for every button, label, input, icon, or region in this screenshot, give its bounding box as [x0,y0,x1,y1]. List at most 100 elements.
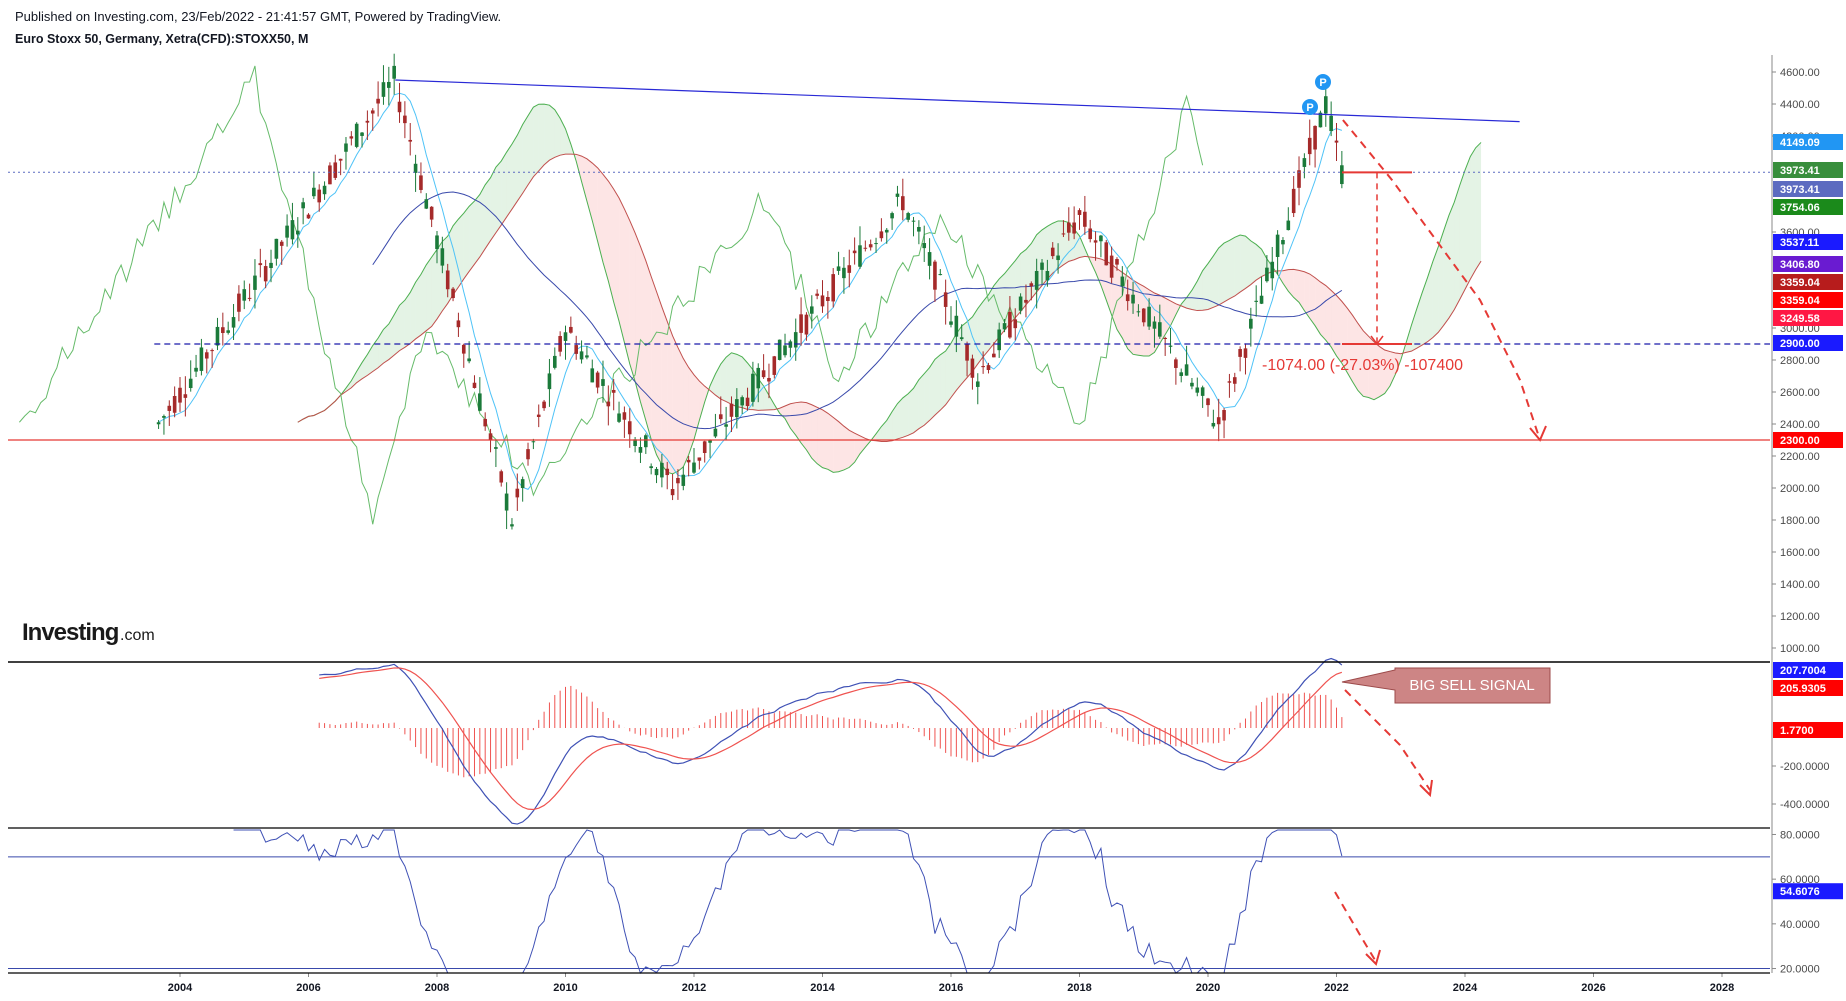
candle-body [221,327,225,334]
candle-body [1270,261,1275,279]
candle-body [295,230,300,235]
cloud-segment [528,107,534,185]
cloud-segment [388,314,395,360]
candle-body [884,229,889,233]
candle-body [365,120,370,123]
cloud-segment [1411,308,1417,352]
candle-body [183,394,188,398]
cloud-span-b [297,153,1482,442]
candle-body [1104,242,1109,266]
cloud-segment [1465,156,1471,290]
cloud-segment [431,249,437,327]
cloud-segment [544,104,550,165]
candle-body [772,356,777,375]
candle-body [178,387,182,403]
candle-body [510,524,514,527]
candle-body [852,250,857,254]
candle-body [804,314,809,335]
cloud-segment [581,156,587,202]
cloud-segment [474,194,480,265]
cloud-segment [983,294,989,357]
cloud-segment [699,381,705,421]
candle-body [258,263,263,266]
candle-body [1072,222,1076,234]
candle-body [601,379,605,386]
candle-body [670,489,675,496]
candle-body [526,449,530,460]
cloud-segment [1197,270,1203,311]
candle-body [1168,345,1173,347]
cloud-segment [656,291,662,465]
macd-badge-label: 205.9305 [1780,683,1826,695]
candle-body [1184,364,1189,376]
sell-signal-callout [1341,667,1551,704]
cloud-segment [1320,281,1326,341]
cloud-segment [1309,274,1316,326]
candle-body [1286,220,1291,231]
cloud-segment [817,407,823,468]
cloud-segment [1127,276,1134,355]
cloud-segment [404,292,411,348]
cloud-segment [469,201,475,272]
candle-body [933,261,937,290]
candle-body [1232,377,1237,384]
cloud-segment [918,373,925,429]
candle-body [547,373,552,390]
x-tick-label: 2012 [682,982,706,994]
price-badge-label: 3537.11 [1780,237,1819,249]
cloud-segment [629,220,636,382]
cloud-segment [1256,244,1262,281]
candle-body [1077,210,1082,215]
cloud-segment [613,189,620,322]
candle-body [1040,262,1044,270]
candle-body [312,187,316,197]
candle-body [874,243,878,245]
candle-body [435,235,439,250]
candle-body [370,110,375,114]
cloud-segment [619,198,625,343]
cloud-segment [1363,330,1369,398]
annotations: -1074.00 (-27.03%) -107400 P P Investing .co… [22,74,1551,966]
candle-body [799,314,803,333]
cloud-segment [972,308,978,372]
candle-body [617,413,621,422]
cloud-segment [1293,269,1300,303]
candle-body [1313,125,1317,150]
rsi-line [233,829,1343,974]
cloud-segment [1229,237,1235,299]
price-badge-label: 3249.58 [1780,313,1820,325]
cloud-segment [1047,223,1053,280]
cloud-segment [897,397,903,439]
candle-body [451,288,455,299]
cloud-segment [1282,269,1289,292]
cloud-segment [1165,298,1171,335]
y-tick-label: 2000.00 [1780,483,1820,495]
candle-body [793,332,798,348]
lagging-span [18,65,1204,525]
cloud-segment [742,356,748,410]
resistance-trendline [395,79,1520,123]
candle-body [483,418,487,427]
cloud-segment [892,403,898,441]
candle-body [317,189,322,203]
cloud-segment [1202,263,1208,311]
x-tick-label: 2014 [810,982,835,994]
cloud-segment [1208,255,1214,310]
candle-body [445,270,450,290]
cloud-segment [565,128,571,155]
candle-body [901,196,905,211]
candle-body [472,382,477,388]
candle-body [1340,165,1344,185]
price-badge [1773,335,1843,351]
candle-body [253,275,257,290]
rsi-tick-label: 40.0000 [1780,919,1820,931]
candle-body [290,220,295,240]
macd-projection-arrowhead [1419,779,1433,798]
cloud-segment [1250,240,1257,285]
rsi-projection-arrowhead [1365,949,1381,966]
candle-body [660,462,664,478]
cloud-segment [677,347,684,472]
candle-body [349,136,354,139]
y-tick-label: 1200.00 [1780,611,1820,623]
